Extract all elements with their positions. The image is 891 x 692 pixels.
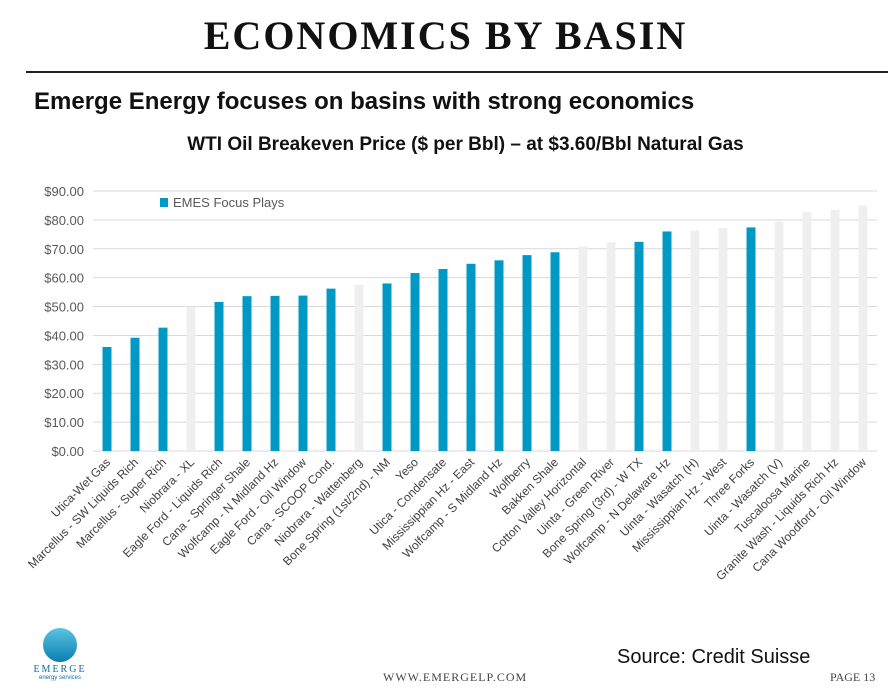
bar [494,260,504,451]
bar [606,242,616,451]
bar [466,263,476,451]
bar [158,327,168,451]
bar [410,273,420,451]
bar [102,347,112,451]
bar [382,283,392,451]
y-tick-label: $40.00 [44,328,84,343]
y-tick-label: $60.00 [44,271,84,286]
y-tick-label: $20.00 [44,386,84,401]
bar [298,295,308,451]
bar [578,246,588,451]
bar [662,231,672,451]
bar [354,284,364,451]
website: WWW.EMERGELP.COM [383,670,528,684]
bar [634,241,644,451]
title-divider [26,71,888,73]
slide-subtitle: Emerge Energy focuses on basins with str… [34,88,695,115]
bar [270,295,280,451]
y-tick-label: $10.00 [44,415,84,430]
bar [130,337,140,451]
bar [522,255,532,451]
bar [830,209,840,451]
legend-label: EMES Focus Plays [173,195,285,210]
y-tick-label: $0.00 [51,444,84,459]
y-tick-label: $80.00 [44,213,84,228]
bar [242,296,252,451]
bar [550,252,560,451]
bar [186,306,196,451]
logo-mark-icon [43,628,77,662]
logo-subtext: energy services [38,675,82,681]
y-tick-label: $30.00 [44,357,84,372]
bar [746,227,756,451]
bar [858,205,868,451]
legend-swatch [160,198,168,207]
page-number: PAGE 13 [830,670,876,684]
chart-title: WTI Oil Breakeven Price ($ per Bbl) – at… [187,134,744,155]
bar [326,288,336,451]
logo-text: EMERGE [33,664,87,675]
source-note: Source: Credit Suisse [617,646,811,668]
slide-title: ECONOMICS BY BASIN [203,13,688,58]
emerge-logo: EMERGE energy services [30,628,90,681]
bar [774,221,784,451]
bar [802,211,812,451]
y-tick-label: $90.00 [44,184,84,199]
bar [718,227,728,451]
bar [438,269,448,451]
bar [214,301,224,451]
bar [690,230,700,451]
y-tick-label: $70.00 [44,242,84,257]
y-tick-label: $50.00 [44,300,84,315]
